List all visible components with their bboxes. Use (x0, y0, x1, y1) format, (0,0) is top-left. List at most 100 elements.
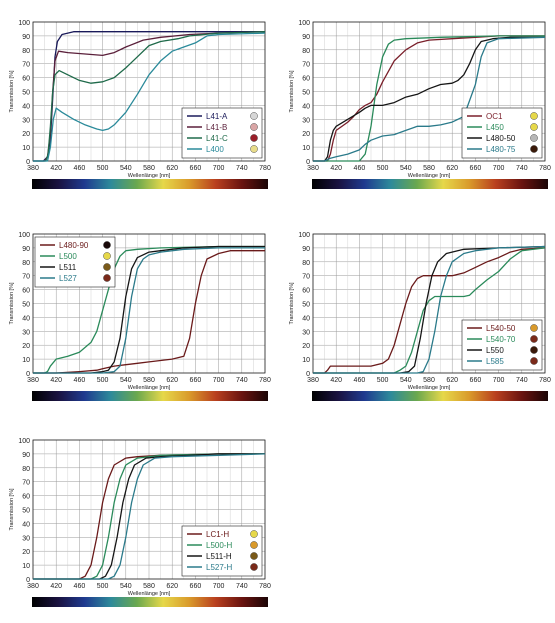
x-tick-label: 460 (74, 377, 86, 384)
legend-label: L480-90 (59, 241, 89, 250)
x-tick-label: 540 (400, 165, 412, 172)
y-tick-label: 60 (302, 288, 310, 295)
x-tick-label: 580 (423, 377, 435, 384)
x-tick-label: 780 (259, 583, 271, 590)
x-tick-label: 500 (97, 377, 109, 384)
y-tick-label: 30 (302, 117, 310, 124)
y-tick-label: 60 (302, 76, 310, 83)
legend-color-dot (530, 112, 538, 120)
y-tick-label: 50 (22, 90, 30, 97)
chart-panel-4: 0 10 20 30 40 50 60 70 80 90 100 380 420 460 500 540 580… (280, 212, 555, 417)
plot-frame (32, 21, 266, 162)
y-tick-label: 80 (302, 48, 310, 55)
series-line-l540-50 (313, 247, 546, 374)
legend-label: L550 (486, 346, 504, 355)
plot-frame (312, 21, 546, 162)
y-tick-label: 10 (22, 563, 30, 570)
y-tick-label: 40 (22, 103, 30, 110)
series-line-l400 (33, 32, 266, 162)
legend-color-dot (250, 145, 258, 153)
series-line-l480-50 (313, 36, 545, 162)
legend-color-dot (530, 335, 538, 343)
series-line-l480-90 (33, 250, 265, 374)
y-tick-label: 10 (302, 357, 310, 364)
legend-label: L500-H (206, 541, 232, 550)
legend-color-dot (103, 263, 111, 271)
y-tick-label: 40 (22, 521, 30, 528)
legend-color-dot (250, 541, 258, 549)
x-tick-label: 740 (236, 377, 248, 384)
series-line-l41-c (33, 31, 266, 162)
x-tick-label: 620 (166, 165, 178, 172)
x-tick-label: 420 (330, 165, 342, 172)
legend-color-dot (530, 145, 538, 153)
legend-color-dot (103, 274, 111, 282)
y-tick-label: 10 (22, 145, 30, 152)
x-tick-label: 620 (166, 377, 178, 384)
series-line-l450 (313, 35, 545, 162)
legend-color-dot (250, 134, 258, 142)
y-tick-label: 20 (22, 549, 30, 556)
legend-label: OC1 (486, 112, 503, 121)
x-tick-label: 380 (307, 165, 319, 172)
y-tick-label: 0 (26, 159, 30, 166)
legend-label: L450 (486, 123, 504, 132)
y-tick-label: 100 (298, 20, 310, 27)
x-axis-label: Wellenlänge [nm] (128, 591, 171, 597)
spectrum-bar (312, 179, 548, 189)
x-tick-label: 580 (143, 377, 155, 384)
legend-label: L41-A (206, 112, 228, 121)
spectrum-bar (312, 391, 548, 401)
y-tick-label: 40 (302, 315, 310, 322)
y-tick-label: 20 (22, 343, 30, 350)
legend-label: L527 (59, 274, 77, 283)
x-tick-label: 380 (27, 583, 39, 590)
x-tick-label: 420 (50, 377, 62, 384)
x-tick-label: 580 (143, 583, 155, 590)
x-tick-label: 580 (423, 165, 435, 172)
x-tick-label: 660 (190, 377, 202, 384)
y-tick-label: 60 (22, 288, 30, 295)
chart-panel-5: 0 10 20 30 40 50 60 70 80 90 100 380 420 460 500 540 580… (0, 418, 275, 623)
y-tick-label: 80 (22, 260, 30, 267)
y-tick-label: 60 (22, 494, 30, 501)
x-tick-label: 700 (493, 377, 505, 384)
series-line-l500 (33, 245, 265, 374)
x-tick-label: 460 (74, 583, 86, 590)
legend-label: L41-B (206, 123, 227, 132)
y-tick-label: 40 (302, 103, 310, 110)
y-tick-label: 70 (302, 274, 310, 281)
legend-color-dot (250, 552, 258, 560)
y-tick-label: 90 (22, 34, 30, 41)
legend-label: L540-50 (486, 324, 516, 333)
x-tick-label: 420 (330, 377, 342, 384)
y-tick-label: 50 (302, 302, 310, 309)
x-tick-label: 780 (259, 377, 271, 384)
legend-label: L585 (486, 357, 504, 366)
legend-label: L511 (59, 263, 77, 272)
chart-svg: 0 10 20 30 40 50 60 70 80 90 100 380 420 460 500 540 580… (9, 438, 271, 607)
x-tick-label: 740 (236, 583, 248, 590)
plot-frame (312, 233, 546, 374)
legend-label: L540-70 (486, 335, 516, 344)
plot-frame (32, 233, 266, 374)
x-tick-label: 620 (446, 377, 458, 384)
y-tick-label: 50 (302, 90, 310, 97)
x-tick-label: 540 (120, 583, 132, 590)
legend-color-dot (103, 252, 111, 260)
x-tick-label: 660 (190, 583, 202, 590)
series-line-l500-h (33, 453, 265, 580)
x-tick-label: 740 (516, 165, 528, 172)
chart-panel-2: 0 10 20 30 40 50 60 70 80 90 100 380 420 460 500 540 580… (280, 0, 555, 205)
y-tick-label: 30 (22, 329, 30, 336)
y-tick-label: 100 (18, 232, 30, 239)
series-line-l550 (313, 245, 546, 374)
x-tick-label: 620 (446, 165, 458, 172)
legend-color-dot (250, 530, 258, 538)
x-axis-label: Wellenlänge [nm] (128, 385, 171, 391)
y-tick-label: 0 (26, 577, 30, 584)
x-axis-label: Wellenlänge [nm] (408, 385, 451, 391)
y-tick-label: 50 (22, 302, 30, 309)
x-tick-label: 500 (97, 583, 109, 590)
y-tick-label: 20 (22, 131, 30, 138)
